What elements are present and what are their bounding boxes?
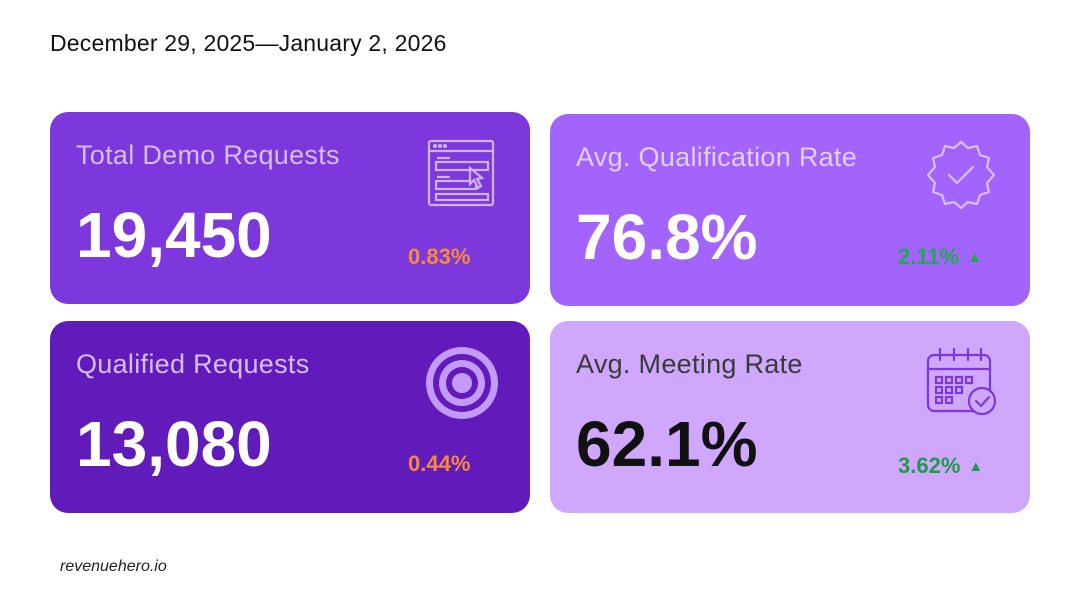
change-percent: 0.44% <box>408 451 471 476</box>
card-change: 2.11% ▲ <box>898 244 982 270</box>
card-label: Qualified Requests <box>76 349 310 379</box>
card-label: Avg. Meeting Rate <box>576 349 803 379</box>
card-value: 13,080 <box>76 408 272 480</box>
card-change: 3.62% ▲ <box>898 453 983 479</box>
card-label: Total Demo Requests <box>76 140 340 170</box>
card-avg-qualification-rate: Avg. Qualification Rate 76.8% 2.11% ▲ <box>550 114 1030 306</box>
change-percent: 0.83% <box>408 244 471 269</box>
card-value: 19,450 <box>76 199 272 271</box>
card-label: Avg. Qualification Rate <box>576 142 858 172</box>
trend-up-icon: ▲ <box>967 249 983 266</box>
card-total-demo-requests: Total Demo Requests 19,450 0.83% <box>50 112 530 304</box>
footer-brand: revenuehero.io <box>60 558 167 575</box>
verified-badge-icon <box>922 140 1000 217</box>
change-percent: 2.11% <box>898 244 960 269</box>
card-value: 76.8% <box>576 201 758 273</box>
calendar-check-icon <box>926 347 1000 422</box>
form-cursor-icon <box>426 138 496 213</box>
card-change: 0.83% <box>408 244 470 270</box>
trend-up-icon: ▲ <box>968 458 984 475</box>
card-avg-meeting-rate: Avg. Meeting Rate 62.1% 3.62% ▲ <box>550 321 1030 513</box>
change-percent: 3.62% <box>898 453 961 478</box>
target-icon <box>426 347 498 424</box>
card-change: 0.44% <box>408 451 470 477</box>
card-qualified-requests: Qualified Requests 13,080 0.44% <box>50 321 530 513</box>
date-range: December 29, 2025—January 2, 2026 <box>50 30 447 56</box>
card-value: 62.1% <box>576 408 758 480</box>
